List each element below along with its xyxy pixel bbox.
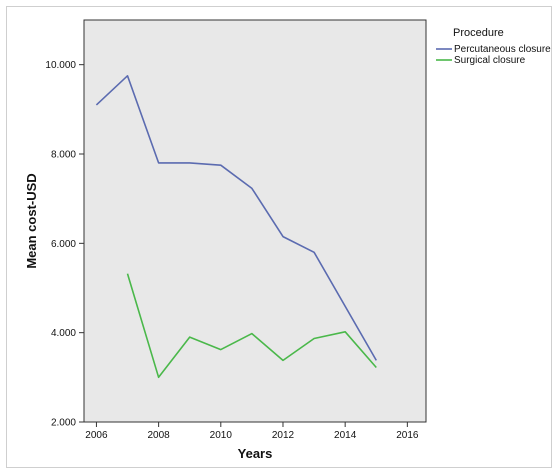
x-axis-title: Years <box>238 446 273 461</box>
y-tick-label: 2.000 <box>51 418 76 429</box>
y-tick-label: 6.000 <box>51 239 76 250</box>
x-tick-label: 2006 <box>85 430 108 441</box>
x-tick-label: 2008 <box>147 430 170 441</box>
series-line-surgical-closure <box>126 273 377 379</box>
y-tick-label: 8.000 <box>51 150 76 161</box>
x-tick-label: 2016 <box>396 430 419 441</box>
series-line-percutaneous-closure <box>95 75 377 361</box>
y-tick-label: 4.000 <box>51 328 76 339</box>
x-tick-label: 2010 <box>210 430 233 441</box>
legend-label-percutaneous-closure: Percutaneous closure <box>454 44 551 55</box>
plot-area <box>83 19 427 423</box>
x-tick-label: 2012 <box>272 430 295 441</box>
y-axis-title: Mean cost-USD <box>24 173 39 268</box>
x-tick-label: 2014 <box>334 430 357 441</box>
legend-title: Procedure <box>453 27 504 39</box>
legend-label-surgical-closure: Surgical closure <box>454 55 526 66</box>
y-tick-label: 10.000 <box>45 60 76 71</box>
